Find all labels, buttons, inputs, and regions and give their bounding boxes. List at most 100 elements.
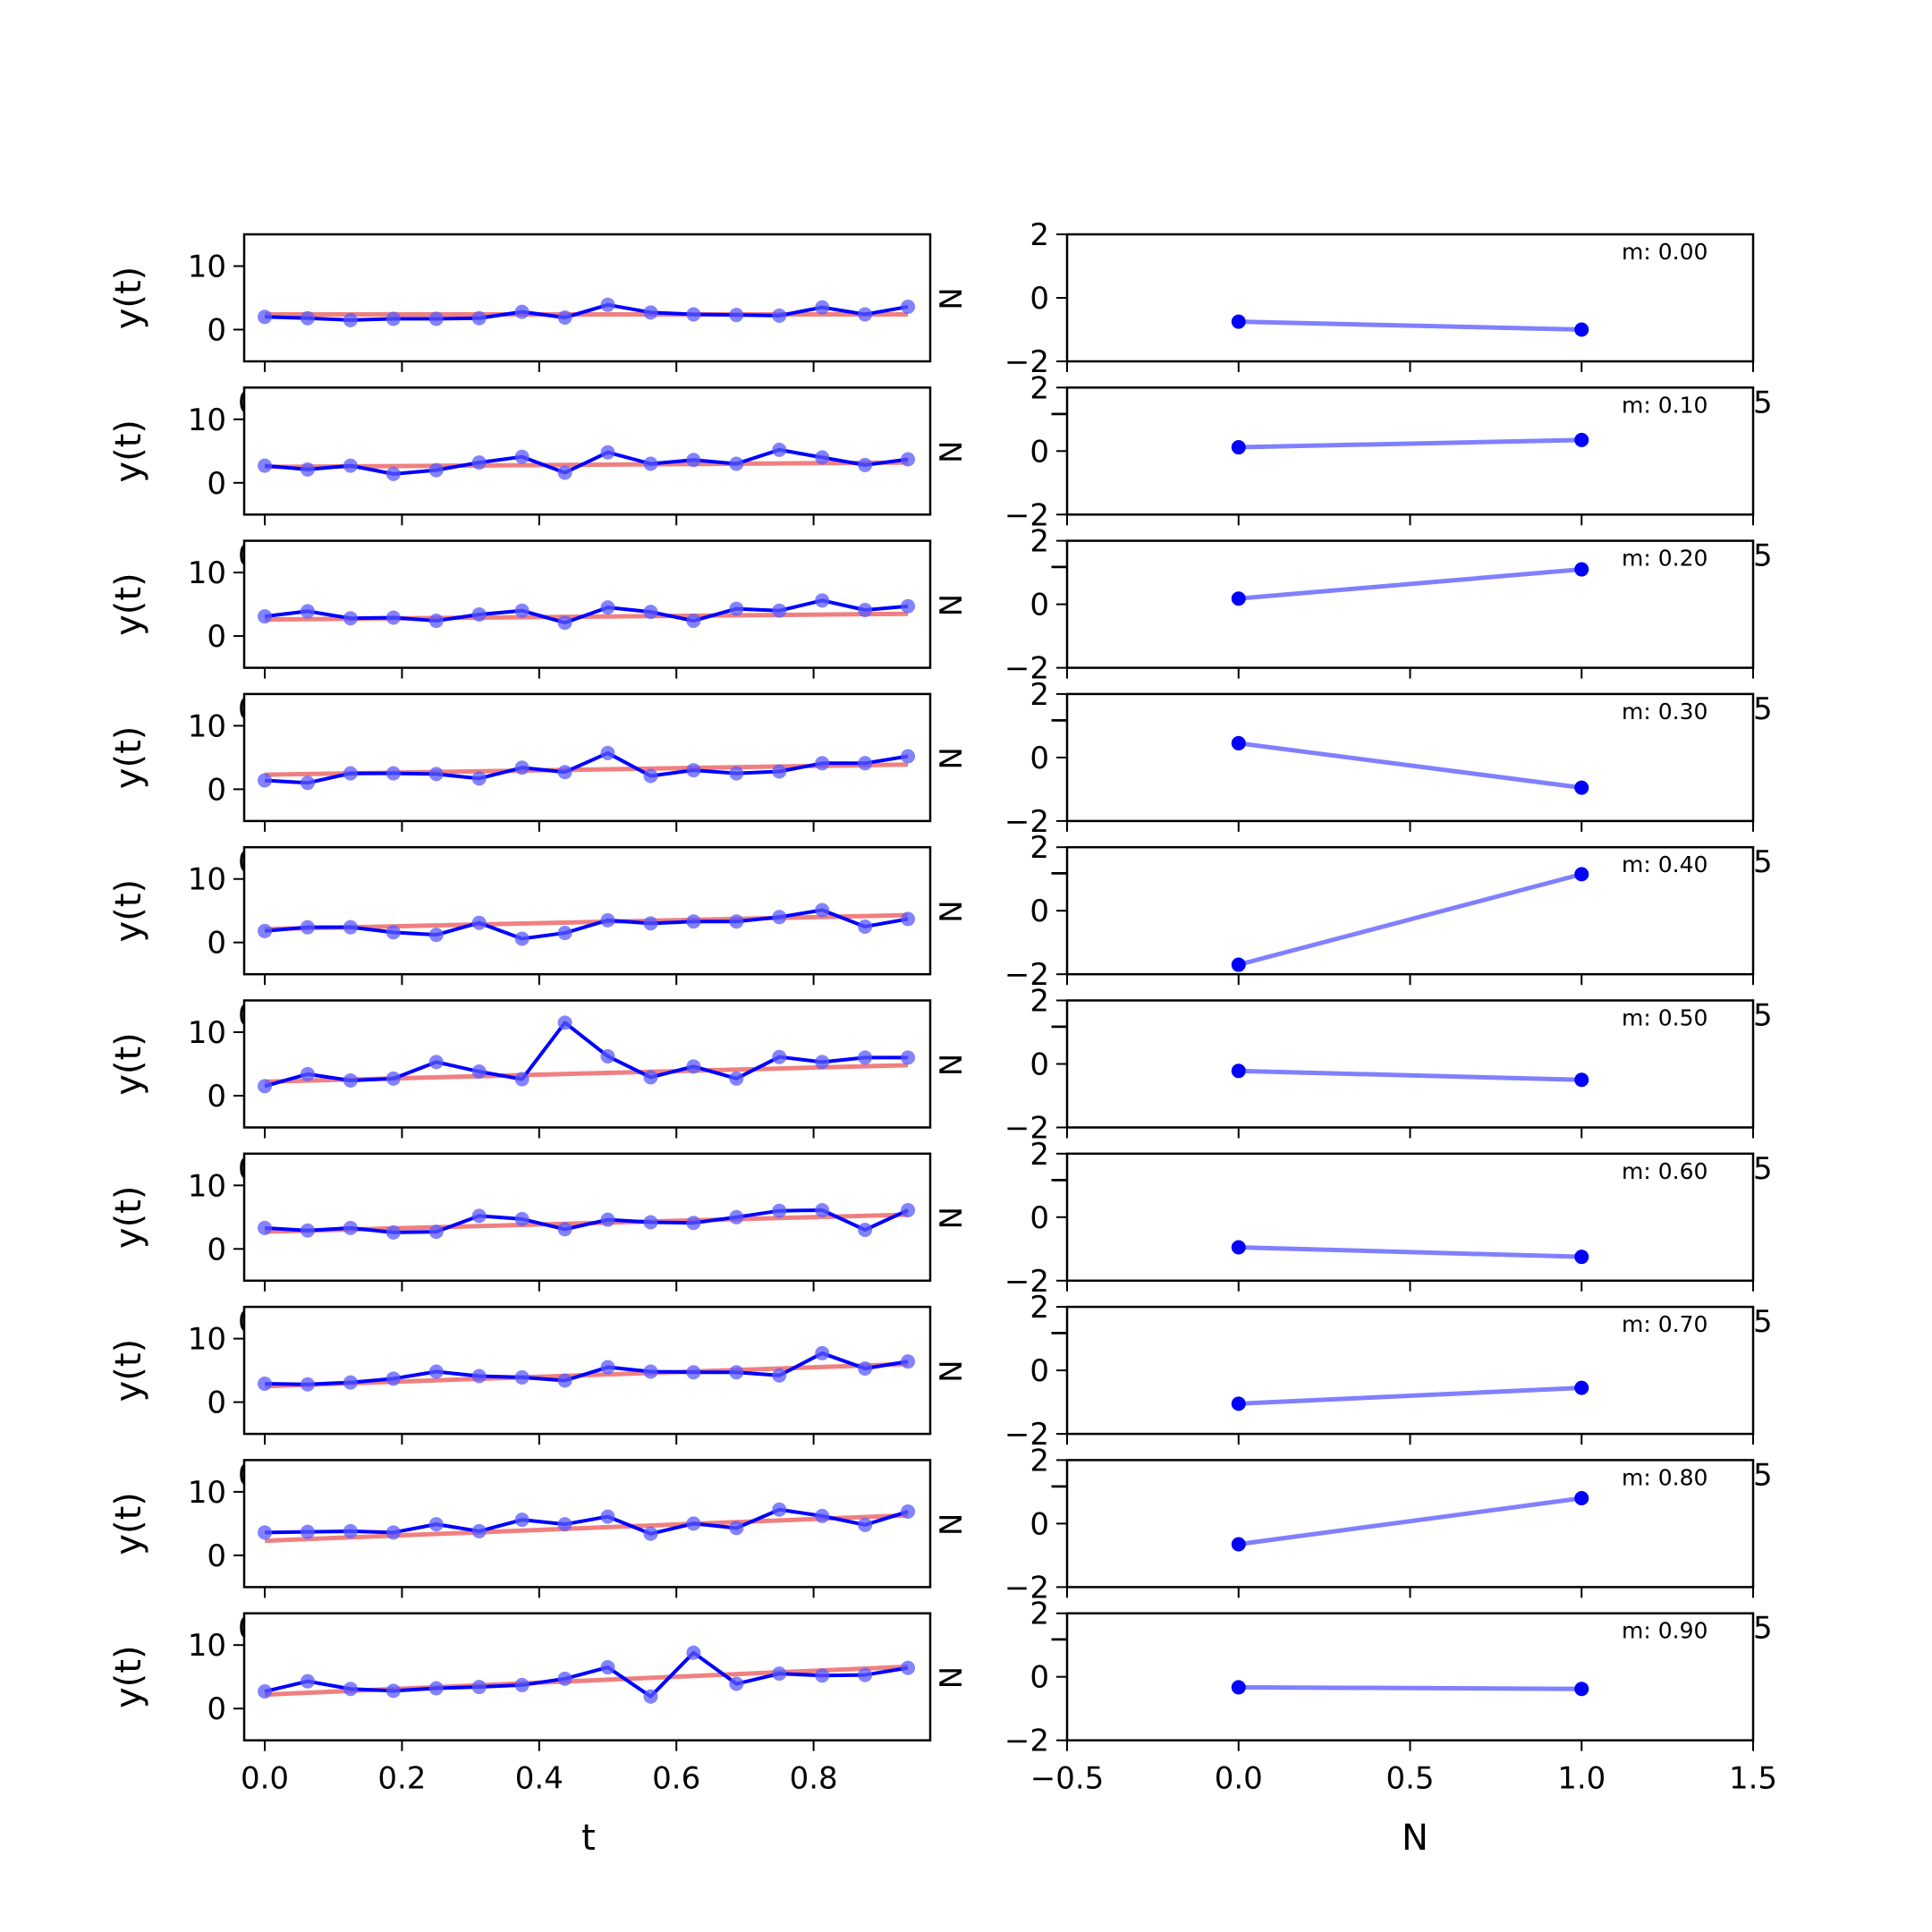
data-point xyxy=(514,1211,530,1226)
right-panel: −2 0 2 m: 0.40 xyxy=(1004,830,1755,993)
data-point xyxy=(514,1072,530,1087)
data-point xyxy=(471,1064,487,1080)
data-point xyxy=(729,601,744,616)
right-panel: −2 0 2 m: 0.80 xyxy=(1004,1443,1755,1606)
right-y-tick-label: −2 xyxy=(1004,651,1049,687)
clipped-rotated-glyph: N xyxy=(934,1054,970,1076)
fit-line xyxy=(264,912,909,932)
fit-line xyxy=(264,1513,909,1544)
series-point xyxy=(1574,1380,1589,1395)
data-point xyxy=(428,1517,444,1532)
left-y-tick-label: 0 xyxy=(207,1691,226,1727)
left-x-tick-label: 0.4 xyxy=(515,1761,564,1797)
right-panel-frame xyxy=(1065,692,1755,823)
series-point xyxy=(1231,1396,1246,1411)
data-point xyxy=(471,606,487,622)
left-y-tick-label: 10 xyxy=(188,1322,226,1358)
data-point xyxy=(300,1066,315,1081)
data-line xyxy=(264,1650,909,1699)
left-panel: 0 10 y(t) N xyxy=(108,386,970,526)
data-point xyxy=(428,1224,444,1240)
left-panel: 0 10 y(t) N xyxy=(108,845,970,986)
left-y-tick-label: 10 xyxy=(188,1628,226,1664)
right-y-tick-label: −2 xyxy=(1004,1264,1049,1300)
left-y-axis-label: y(t) xyxy=(108,1645,149,1708)
left-x-axis-label: t xyxy=(581,1818,596,1859)
left-panel: 0 10 y(t) N xyxy=(108,1152,970,1292)
series-line xyxy=(1238,1496,1582,1546)
data-line xyxy=(264,1208,909,1234)
right-y-tick-label: 2 xyxy=(1030,984,1049,1020)
data-line xyxy=(264,598,909,625)
data-point xyxy=(386,1224,401,1240)
series-line xyxy=(1238,871,1582,967)
clipped-rotated-glyph: N xyxy=(934,1666,970,1689)
data-point xyxy=(300,462,315,477)
data-point xyxy=(557,310,572,326)
left-y-axis-label: y(t) xyxy=(108,726,149,790)
right-y-tick-label: −2 xyxy=(1004,957,1049,993)
right-y-tick-label: 2 xyxy=(1030,677,1049,713)
data-point xyxy=(557,1222,572,1237)
data-point xyxy=(729,456,744,471)
data-point xyxy=(300,1674,315,1689)
left-panel-frame xyxy=(242,539,932,669)
right-panel: −2 0 2 m: 0.20 xyxy=(1004,524,1755,687)
right-y-tick-label: 0 xyxy=(1030,1047,1049,1083)
right-x-axis-label: N xyxy=(1402,1818,1428,1859)
series-point xyxy=(1574,562,1589,577)
data-point xyxy=(300,1524,315,1539)
right-panel-frame xyxy=(1065,1305,1755,1436)
clipped-rotated-glyph: N xyxy=(934,287,970,309)
data-line xyxy=(264,750,909,785)
data-point xyxy=(686,1645,701,1660)
data-point xyxy=(772,1049,787,1064)
data-point xyxy=(729,308,744,323)
data-point xyxy=(772,1368,787,1383)
series-point xyxy=(1231,957,1246,972)
data-point xyxy=(600,297,615,312)
data-point xyxy=(514,1369,530,1385)
m-value-annotation: m: 0.50 xyxy=(1622,1005,1707,1031)
right-panel-frame xyxy=(1065,845,1755,976)
left-y-tick-label: 0 xyxy=(207,926,226,962)
left-y-axis-label: y(t) xyxy=(108,1032,149,1096)
left-y-tick-label: 0 xyxy=(207,1385,226,1421)
left-panel: 0 10 0.0 0.2 0.4 0.6 0.8 y(t) N xyxy=(108,1612,970,1797)
data-point xyxy=(815,593,830,608)
right-panel: −2 0 2 −0.5 0.0 0.5 1.0 1.5 m: 0.90 xyxy=(1004,1597,1777,1797)
m-value-annotation: m: 0.30 xyxy=(1622,699,1707,724)
data-point xyxy=(901,1050,916,1065)
data-point xyxy=(901,452,916,467)
data-point xyxy=(258,923,273,938)
right-y-tick-label: 0 xyxy=(1030,1660,1049,1696)
left-panel-frame xyxy=(242,999,932,1129)
data-point xyxy=(557,465,572,480)
data-point xyxy=(343,1682,358,1697)
data-line xyxy=(264,1507,909,1536)
data-point xyxy=(772,442,787,457)
data-point xyxy=(258,1525,273,1540)
left-y-axis-label: y(t) xyxy=(108,1339,149,1402)
data-point xyxy=(858,602,873,617)
right-panel-background xyxy=(1067,1307,1753,1435)
data-point xyxy=(643,605,658,620)
data-point xyxy=(858,1517,873,1532)
right-panel-background xyxy=(1067,847,1753,975)
left-y-tick-label: 10 xyxy=(188,1475,226,1511)
data-point xyxy=(686,1365,701,1380)
series-line xyxy=(1238,567,1582,601)
data-point xyxy=(514,304,530,319)
series-point xyxy=(1574,867,1589,882)
series-point xyxy=(1574,432,1589,447)
data-point xyxy=(343,312,358,327)
data-point xyxy=(300,919,315,935)
data-point xyxy=(471,915,487,930)
data-point xyxy=(557,926,572,941)
data-point xyxy=(471,455,487,470)
data-point xyxy=(858,919,873,934)
data-point xyxy=(901,1504,916,1519)
clipped-rotated-glyph: N xyxy=(934,1513,970,1536)
right-panel-background xyxy=(1067,540,1753,668)
data-point xyxy=(258,458,273,473)
